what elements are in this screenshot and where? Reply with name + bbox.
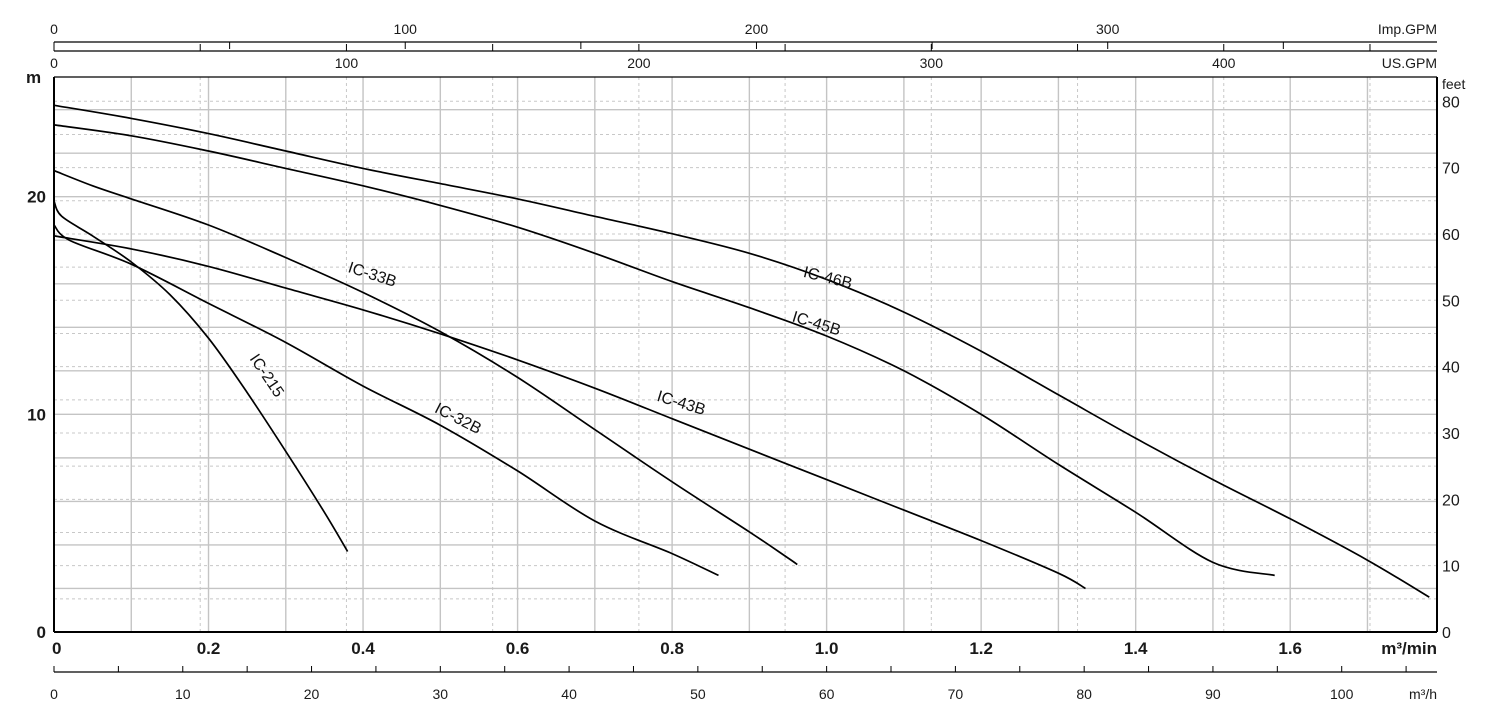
y-tick-label-feet: 70 (1442, 161, 1460, 178)
x-tick-label-m3min: 0.2 (197, 639, 221, 658)
axes: 0 0.2 0.4 0.6 0.8 1.0 1.2 1.4 1.6 m³/min 0 10 20 30 40… (26, 21, 1465, 702)
x-tick-label-m3min: 0.4 (351, 639, 375, 658)
x-tick-label-m3h: 40 (561, 686, 577, 702)
series-group (53, 104, 1430, 598)
series-label-ic-33b: IC-33B (346, 259, 399, 291)
y-tick-label-feet: 50 (1442, 293, 1460, 310)
y-tick-label-feet: 20 (1442, 492, 1460, 509)
x-tick-label-m3h: 10 (175, 686, 191, 702)
y-tick-label-m: 0 (37, 623, 46, 642)
x-unit-m3h: m³/h (1409, 686, 1437, 702)
x-tick-label-m3min: 0.8 (660, 639, 684, 658)
x-tick-label-usgpm: 100 (335, 55, 359, 71)
x-tick-label-impgpm: 100 (394, 21, 418, 37)
x-tick-label-m3min: 0 (52, 639, 61, 658)
series-label-ic-45b: IC-45B (790, 309, 843, 340)
x-tick-label-m3h: 100 (1330, 686, 1354, 702)
y-tick-label-m: 10 (27, 405, 46, 424)
y-tick-label-feet: 0 (1442, 625, 1451, 642)
x-tick-label-m3min: 0.6 (506, 639, 530, 658)
y-unit-feet: feet (1442, 76, 1465, 92)
y-unit-m: m (26, 68, 41, 87)
y-tick-label-m: 20 (27, 188, 46, 207)
y-tick-label-feet: 40 (1442, 360, 1460, 377)
x-tick-label-impgpm: 0 (50, 21, 58, 37)
y-tick-label-feet: 80 (1442, 94, 1460, 111)
x-tick-label-m3h: 60 (819, 686, 835, 702)
x-tick-label-m3min: 1.4 (1124, 639, 1148, 658)
curve-ic-32b (53, 224, 719, 577)
x-tick-label-m3min: 1.0 (815, 639, 839, 658)
y-tick-label-feet: 60 (1442, 227, 1460, 244)
x-tick-label-m3h: 70 (948, 686, 964, 702)
series-label-ic-215: IC-215 (246, 351, 287, 400)
x-tick-label-usgpm: 400 (1212, 55, 1236, 71)
x-tick-label-m3h: 80 (1076, 686, 1092, 702)
series-label-ic-32b: IC-32B (432, 400, 484, 438)
curve-ic-33b (53, 169, 798, 566)
x-tick-label-impgpm: 300 (1096, 21, 1120, 37)
y-tick-label-feet: 10 (1442, 559, 1460, 576)
curve-ic-43b (53, 235, 1086, 590)
x-tick-label-m3h: 30 (433, 686, 449, 702)
x-tick-label-m3h: 0 (50, 686, 58, 702)
grid (54, 77, 1437, 632)
x-unit-impgpm: Imp.GPM (1378, 21, 1437, 37)
x-tick-label-m3min: 1.6 (1278, 639, 1302, 658)
x-tick-label-usgpm: 0 (50, 55, 58, 71)
y-tick-label-feet: 30 (1442, 426, 1460, 443)
x-unit-m3min: m³/min (1381, 639, 1437, 658)
curve-ic-215 (53, 200, 349, 552)
x-tick-label-m3min: 1.2 (969, 639, 993, 658)
x-tick-label-usgpm: 300 (920, 55, 944, 71)
x-tick-label-m3h: 90 (1205, 686, 1221, 702)
curve-ic-46b (53, 104, 1430, 598)
x-tick-label-m3h: 50 (690, 686, 706, 702)
x-unit-usgpm: US.GPM (1382, 55, 1437, 71)
plot-frame (53, 76, 1438, 633)
x-tick-label-usgpm: 200 (627, 55, 651, 71)
series-label-ic-46b: IC-46B (801, 264, 853, 293)
x-tick-label-impgpm: 200 (745, 21, 769, 37)
x-tick-label-m3h: 20 (304, 686, 320, 702)
curve-ic-45b (53, 124, 1275, 577)
